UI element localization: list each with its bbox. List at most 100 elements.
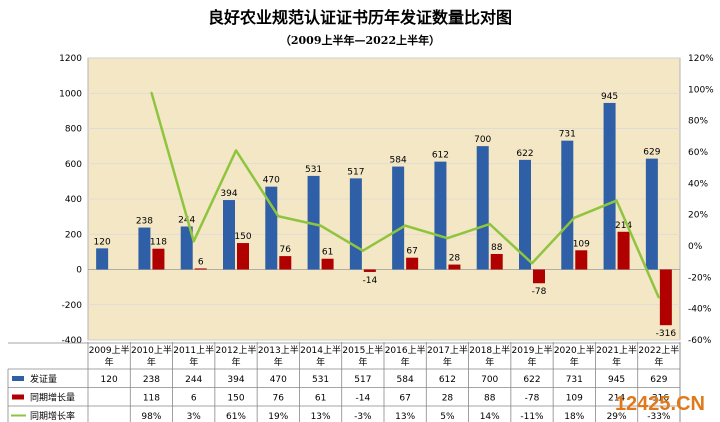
x-tick-label: 年 [231, 356, 240, 368]
table-cell: 98% [141, 412, 161, 422]
x-tick-label: 年 [316, 356, 325, 368]
y2-tick-label: -60% [688, 336, 712, 346]
x-tick-label: 年 [274, 356, 283, 368]
table-cell: -316 [649, 394, 670, 404]
bar-label-issued: 394 [220, 189, 237, 199]
x-tick-label: 2015上半 [342, 344, 383, 356]
table-cell: 67 [399, 394, 410, 404]
bar-label-issued: 731 [559, 130, 576, 140]
bar-label-growth: 61 [322, 248, 333, 258]
bar-label-issued: 945 [601, 92, 618, 102]
x-tick-label: 年 [401, 356, 410, 368]
line-point [277, 215, 280, 218]
bar-issued [434, 161, 447, 270]
bar-issued [265, 186, 278, 270]
bar-label-issued: 531 [305, 165, 322, 175]
x-tick-label: 2017上半 [427, 344, 468, 356]
table-cell: -11% [520, 412, 544, 422]
bar-label-issued: 629 [643, 148, 660, 158]
table-cell: 28 [442, 394, 454, 404]
plot-area: -400 -200 0 200 400 600 800 1000 1200 -60% -40% -20… [59, 54, 714, 346]
bar-growth [490, 253, 503, 270]
bar-label-growth: -78 [532, 287, 547, 297]
table-cell: 517 [354, 375, 371, 385]
y2-tick-label: 100% [688, 85, 714, 95]
table-cell: -3% [354, 412, 372, 422]
table-cell: 109 [566, 394, 583, 404]
y2-tick-label: -20% [688, 273, 712, 283]
x-tick-label: 年 [570, 356, 579, 368]
table-cell: 244 [185, 375, 202, 385]
x-tick-label: 年 [443, 356, 452, 368]
y-tick-label: -400 [62, 336, 83, 346]
bar-growth [363, 269, 376, 272]
y-tick-label: 200 [65, 230, 82, 240]
bar-growth [448, 264, 461, 270]
bar-issued [392, 166, 405, 270]
y2-tick-label: -40% [688, 305, 712, 315]
line-point [235, 149, 237, 152]
x-tick-label: 2014上半 [300, 344, 341, 356]
table-cell: 150 [227, 394, 244, 404]
y2-tick-label: 120% [688, 54, 714, 64]
bar-growth [659, 269, 672, 326]
bar-label-issued: 622 [516, 149, 533, 159]
bar-issued [180, 226, 193, 270]
x-tick-label: 年 [189, 356, 198, 368]
bar-label-growth: 88 [491, 243, 503, 253]
table-cell: 120 [101, 375, 118, 385]
y-tick-label: 0 [76, 266, 82, 276]
bar-issued [645, 158, 658, 270]
y-tick-label: -200 [62, 301, 83, 311]
watermark-text: 12425.CN [615, 393, 705, 415]
y2-tick-label: 80% [688, 117, 708, 127]
line-point [573, 217, 576, 219]
bar-growth [406, 257, 419, 270]
bar-label-growth: -14 [363, 276, 378, 286]
bar-label-growth: 118 [150, 238, 167, 248]
line-point [319, 224, 322, 227]
x-tick-label: 年 [147, 356, 156, 368]
data-table: 2009上半年2010上半年2011上半年2012上半年2013上半年2014上… [7, 342, 681, 422]
table-cell: -14 [356, 394, 371, 404]
bar-label-issued: 612 [432, 151, 449, 161]
table-cell: 29% [607, 412, 627, 422]
bar-label-issued: 238 [136, 217, 153, 227]
bar-label-issued: 584 [390, 156, 407, 166]
bar-growth [194, 268, 207, 270]
y-tick-label: 1200 [59, 54, 82, 64]
table-cell: 61 [315, 394, 326, 404]
table-cell: 88 [484, 394, 496, 404]
line-point [150, 91, 153, 94]
table-cell: 629 [650, 375, 667, 385]
table-cell: 731 [566, 375, 583, 385]
y-tick-label: 800 [65, 125, 82, 135]
y2-tick-label: 40% [688, 179, 708, 189]
bar-issued [96, 248, 109, 270]
table-cell: 394 [227, 375, 244, 385]
legend-label: 同期增长率 [30, 410, 75, 422]
table-cell: 18% [564, 412, 584, 422]
table-cell: -33% [647, 412, 671, 422]
legend-swatch [12, 394, 24, 400]
x-tick-label: 年 [485, 356, 494, 368]
table-cell: 61% [226, 412, 246, 422]
table-cell: 13% [395, 412, 415, 422]
bar-issued [349, 178, 362, 270]
bar-growth [152, 248, 165, 270]
table-cell: 584 [397, 375, 414, 385]
table-cell: 19% [268, 412, 288, 422]
bar-issued [519, 159, 531, 270]
x-tick-label: 年 [654, 356, 663, 368]
bar-issued [476, 146, 489, 270]
legend-swatch [12, 376, 24, 381]
table-cell: 700 [481, 375, 498, 385]
y-tick-label: 1000 [59, 89, 82, 99]
x-tick-label: 2019上半 [512, 344, 553, 356]
bar-growth [237, 243, 249, 270]
line-point [658, 296, 660, 299]
bar-label-growth: 150 [234, 232, 251, 242]
line-point [531, 262, 533, 265]
bar-growth [321, 258, 334, 270]
bar-label-issued: 120 [94, 237, 111, 247]
